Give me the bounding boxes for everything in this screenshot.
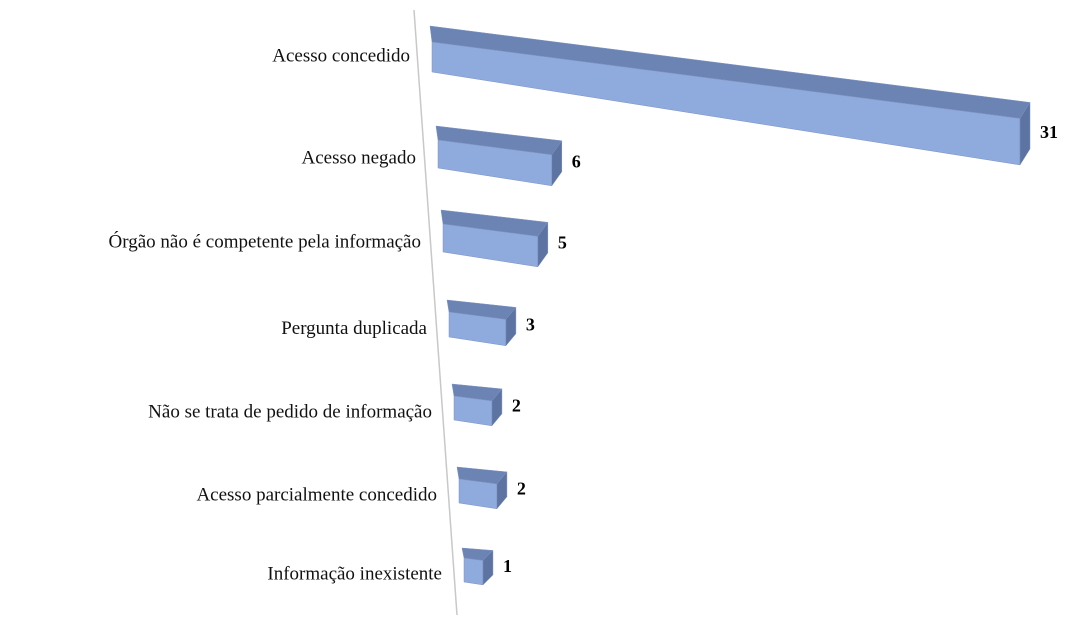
value-label: 31 — [1040, 122, 1058, 142]
category-label: Acesso negado — [302, 147, 417, 168]
value-label: 2 — [517, 478, 526, 498]
value-label: 1 — [503, 556, 512, 576]
bar — [446, 299, 517, 347]
bar-side — [491, 388, 503, 427]
bar-side — [505, 306, 517, 347]
category-label: Acesso concedido — [272, 45, 410, 66]
value-label: 2 — [512, 395, 521, 415]
category-label: Não se trata de pedido de informação — [148, 401, 432, 422]
category-label: Órgão não é competente pela informação — [109, 230, 421, 252]
bar-side — [1019, 101, 1031, 166]
bar — [456, 466, 508, 510]
value-label: 5 — [558, 233, 567, 253]
category-label: Acesso parcialmente concedido — [196, 484, 437, 505]
value-label: 3 — [526, 315, 535, 335]
value-label: 6 — [572, 151, 581, 171]
bar — [451, 383, 503, 427]
bar-side — [482, 549, 494, 586]
bar — [435, 125, 563, 187]
bar-front — [453, 395, 493, 427]
bar-side — [496, 471, 508, 510]
bar-front — [458, 478, 498, 510]
bar — [429, 25, 1031, 166]
bar — [461, 547, 494, 586]
category-label: Pergunta duplicada — [281, 318, 427, 339]
axis-line — [413, 9, 458, 616]
bar-side — [551, 140, 563, 187]
category-label: Informação inexistente — [267, 563, 442, 584]
bar-front — [463, 557, 484, 586]
bar-side — [537, 221, 549, 268]
bar — [440, 209, 549, 268]
